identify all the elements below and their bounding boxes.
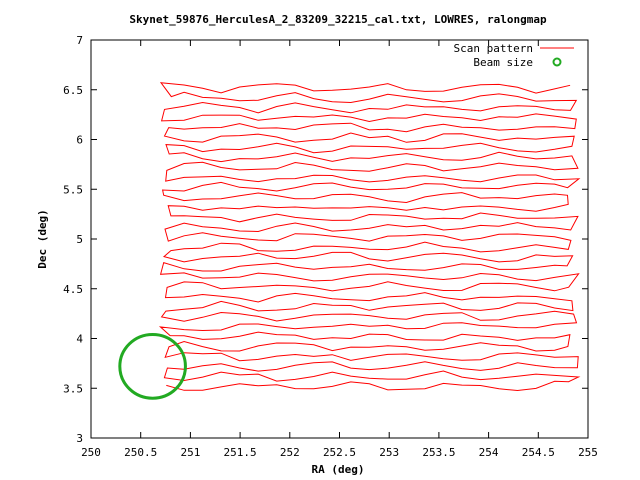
x-tick-label: 250: [81, 446, 101, 459]
y-tick-label: 6.5: [63, 84, 83, 97]
x-axis-ticks: 250 250.5 251 251.5 252 252.5 253 253.5 254 254.5…: [81, 40, 598, 459]
x-tick-label: 251.5: [224, 446, 257, 459]
x-tick-label: 254: [479, 446, 499, 459]
y-tick-label: 4: [76, 333, 83, 346]
beam-size-circle: [118, 333, 187, 400]
chart-title: Skynet_59876_HerculesA_2_83209_32215_cal…: [129, 13, 547, 26]
y-tick-label: 4.5: [63, 283, 83, 296]
x-axis-label: RA (deg): [312, 463, 365, 476]
legend-beam-swatch: [552, 57, 562, 67]
legend-beam-label: Beam size: [473, 56, 533, 69]
y-tick-label: 3: [76, 432, 83, 445]
y-axis-label: Dec (deg): [36, 209, 49, 269]
y-tick-label: 5.5: [63, 183, 83, 196]
x-tick-label: 255: [578, 446, 598, 459]
y-axis-ticks: 3 3.5 4 4.5 5 5.5 6 6.5 7: [63, 34, 588, 445]
y-tick-label: 6: [76, 134, 83, 147]
x-tick-label: 250.5: [124, 446, 157, 459]
plot-area: [118, 82, 581, 400]
x-tick-label: 252: [280, 446, 300, 459]
legend: Scan pattern Beam size: [454, 42, 574, 69]
scan-pattern-line: [158, 82, 581, 392]
legend-scan-label: Scan pattern: [454, 42, 533, 55]
x-tick-label: 253.5: [422, 446, 455, 459]
x-tick-label: 251: [180, 446, 200, 459]
x-tick-label: 253: [379, 446, 399, 459]
x-tick-label: 252.5: [323, 446, 356, 459]
y-tick-label: 7: [76, 34, 83, 47]
x-tick-label: 254.5: [522, 446, 555, 459]
y-tick-label: 5: [76, 233, 83, 246]
y-tick-label: 3.5: [63, 382, 83, 395]
